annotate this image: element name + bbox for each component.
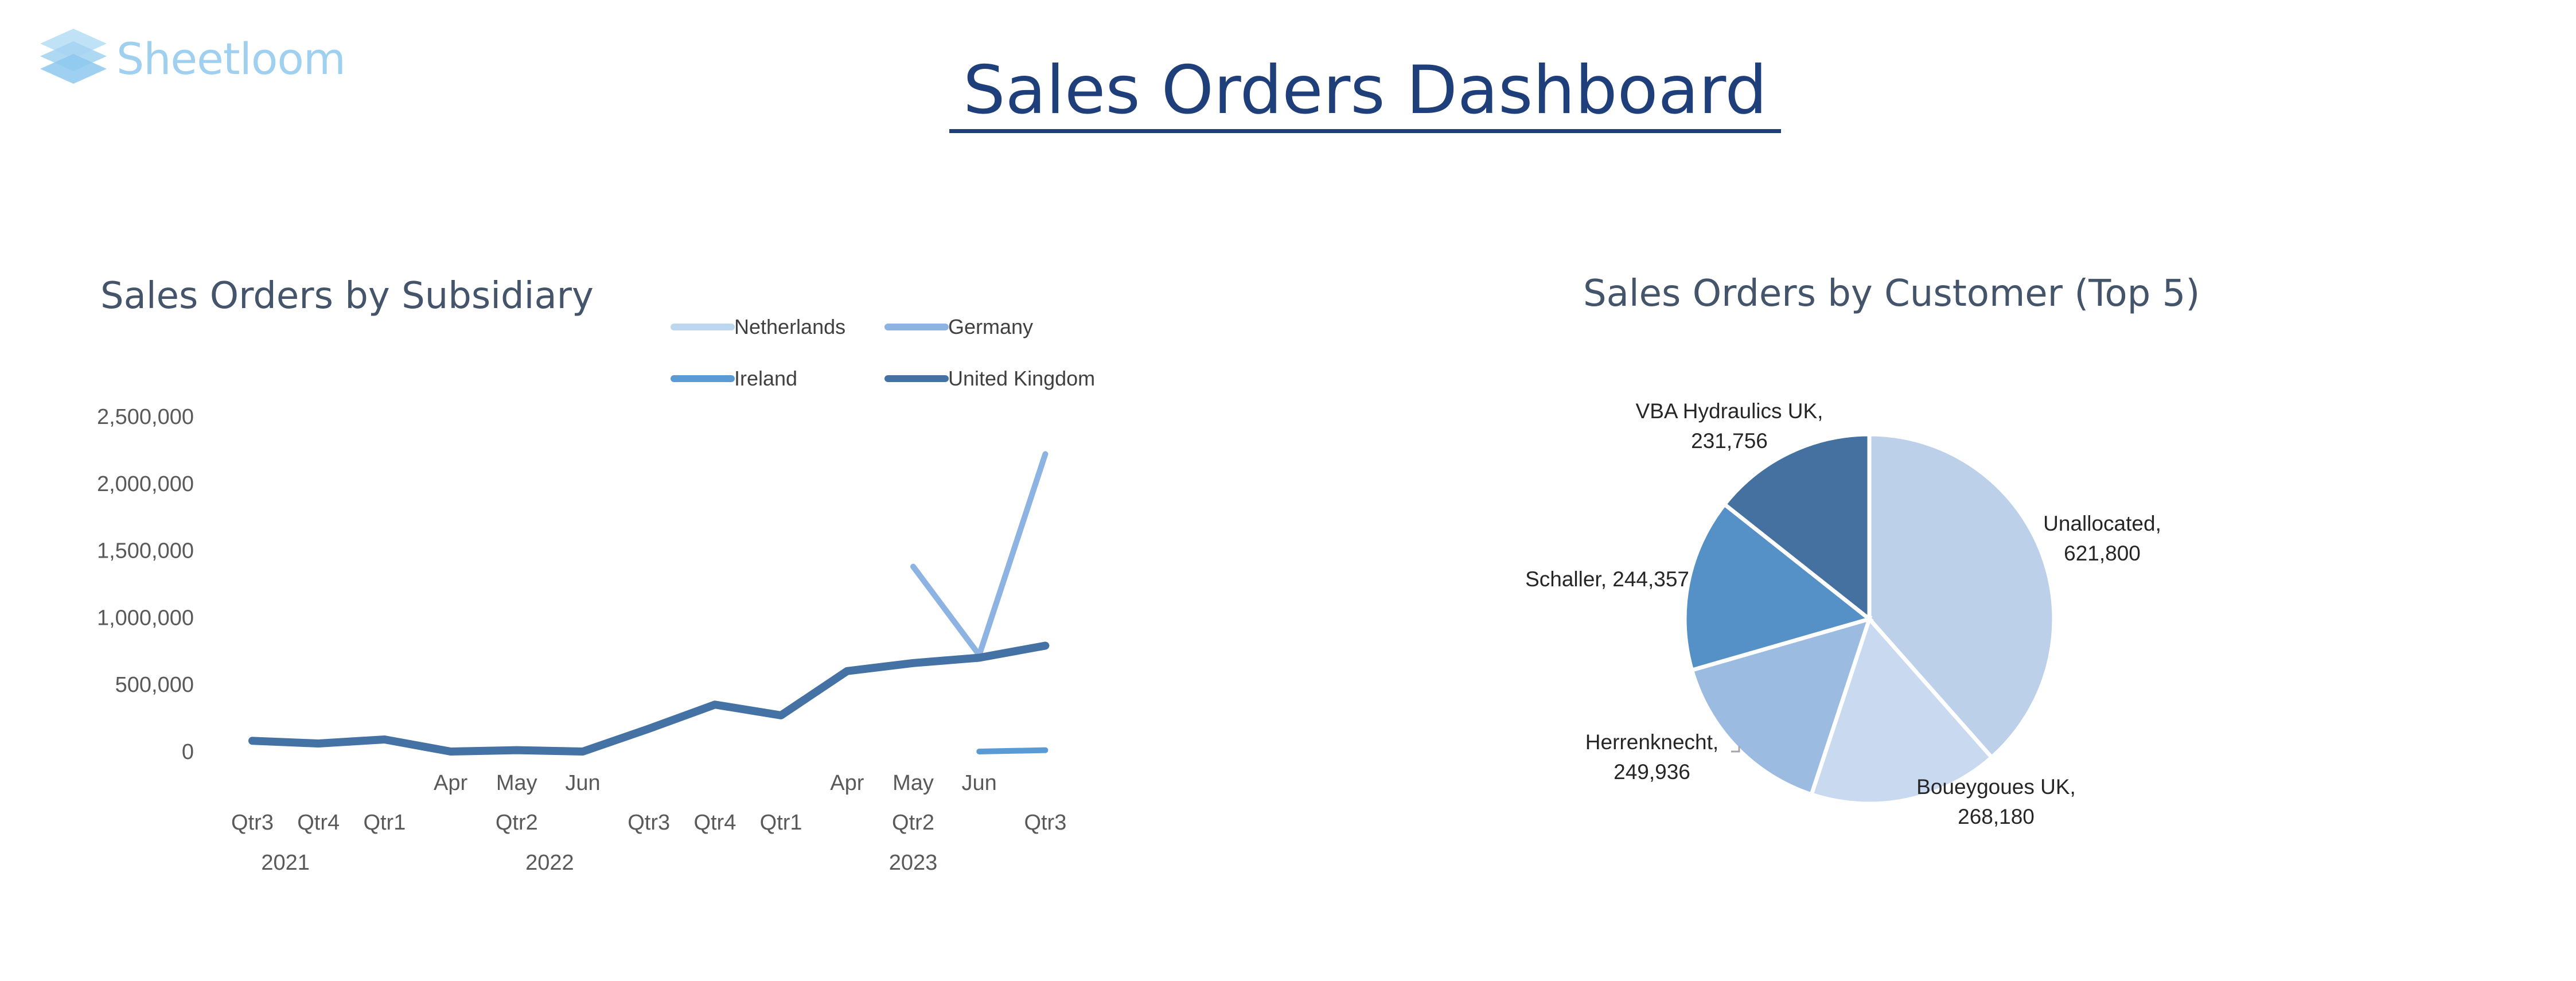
x-tick-label-quarter: Qtr1 bbox=[363, 811, 406, 835]
pie-slice-schaller bbox=[1682, 501, 1874, 673]
line-series-group bbox=[248, 451, 1050, 756]
x-tick-label-quarter: Qtr2 bbox=[892, 811, 934, 835]
legend-label-united-kingdom: United Kingdom bbox=[948, 367, 1095, 390]
x-tick-label-quarter: Qtr1 bbox=[760, 811, 802, 835]
y-axis: 2,500,000 2,000,000 1,500,000 1,000,000 500,… bbox=[97, 405, 194, 764]
x-tick-label-month: Jun bbox=[962, 771, 997, 795]
legend-label-germany: Germany bbox=[948, 315, 1033, 338]
y-tick-label: 2,500,000 bbox=[97, 405, 194, 429]
title-underline bbox=[949, 129, 1781, 133]
pie-slice-unallocated bbox=[1867, 432, 2056, 761]
x-tick-label-quarter: Qtr4 bbox=[297, 811, 340, 835]
line-chart-title: Sales Orders by Subsidiary bbox=[100, 275, 594, 317]
line-chart-legend: Netherlands Germany Ireland United Kingdom bbox=[671, 315, 1095, 390]
stacked-layers-icon bbox=[40, 29, 107, 84]
x-tick-label-year: 2021 bbox=[261, 851, 310, 875]
x-tick-label-month: May bbox=[496, 771, 537, 795]
pie-label-unallocated: Unallocated, 621,800 bbox=[2043, 512, 2161, 565]
pie-label-herrenknecht: Herrenknecht, 249,936 bbox=[1585, 730, 1718, 784]
pie-chart: Sales Orders by Customer (Top 5) Unalloc… bbox=[1525, 272, 2200, 828]
pie-slice-vba-hydraulics-uk bbox=[1721, 432, 1872, 624]
x-axis: Apr May Jun Apr May Jun Qtr3 Qtr4 Qtr1 Qtr2 Qtr3 Qt… bbox=[231, 771, 1066, 875]
y-tick-label: 2,000,000 bbox=[97, 472, 194, 496]
pie-label-vba-hydraulics-uk: VBA Hydraulics UK, 231,756 bbox=[1636, 399, 1823, 453]
pie-label-schaller: Schaller, 244,357 bbox=[1525, 567, 1689, 591]
pie-leader-line bbox=[1731, 746, 1740, 753]
x-tick-label-month: May bbox=[893, 771, 934, 795]
x-tick-label-quarter: Qtr2 bbox=[496, 811, 538, 835]
pie-slice-herrenknecht bbox=[1689, 616, 1873, 797]
brand-name: Sheetloom bbox=[116, 33, 346, 84]
pie-slices bbox=[1682, 432, 2056, 806]
series-line-germany bbox=[910, 451, 1049, 658]
series-line-ireland bbox=[976, 747, 1049, 754]
x-tick-label-month: Apr bbox=[830, 771, 864, 795]
x-tick-label-quarter: Qtr4 bbox=[693, 811, 736, 835]
x-tick-label-year: 2022 bbox=[525, 851, 574, 875]
y-tick-label: 1,500,000 bbox=[97, 539, 194, 563]
x-tick-label-quarter: Qtr3 bbox=[1024, 811, 1066, 835]
x-tick-label-year: 2023 bbox=[889, 851, 938, 875]
series-line-united-kingdom bbox=[248, 641, 1050, 756]
y-tick-label: 1,000,000 bbox=[97, 606, 194, 630]
x-tick-label-quarter: Qtr3 bbox=[628, 811, 670, 835]
pie-chart-title: Sales Orders by Customer (Top 5) bbox=[1583, 272, 2200, 315]
x-tick-label-month: Jun bbox=[565, 771, 600, 795]
pie-labels: Unallocated, 621,800 Boueygoues UK, 268,180… bbox=[1525, 399, 2161, 828]
brand-logo: Sheetloom bbox=[33, 24, 354, 93]
legend-label-netherlands: Netherlands bbox=[734, 315, 845, 338]
pie-slice-boueygoues-uk bbox=[1809, 615, 1995, 806]
legend-label-ireland: Ireland bbox=[734, 367, 797, 390]
y-tick-label: 0 bbox=[182, 740, 194, 764]
line-chart: Sales Orders by Subsidiary Netherlands Ge… bbox=[97, 275, 1095, 875]
y-tick-label: 500,000 bbox=[115, 673, 194, 697]
x-tick-label-month: Apr bbox=[434, 771, 467, 795]
pie-label-boueygoues-uk: Boueygoues UK, 268,180 bbox=[1916, 775, 2076, 828]
x-tick-label-quarter: Qtr3 bbox=[231, 811, 274, 835]
page-title: Sales Orders Dashboard bbox=[963, 52, 1767, 129]
